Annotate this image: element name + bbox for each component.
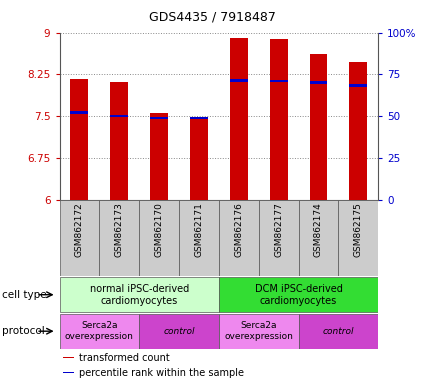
Bar (179, 200, 219, 276)
Bar (60, 277, 219, 312)
Bar (219, 200, 259, 276)
Text: GSM862177: GSM862177 (274, 202, 283, 257)
Bar (349, 84, 367, 87)
Bar (219, 277, 378, 312)
Bar (230, 79, 248, 82)
Text: GSM862170: GSM862170 (155, 202, 164, 257)
Bar (71, 111, 88, 114)
Bar (190, 117, 208, 119)
Bar (60, 200, 99, 276)
Text: GSM862172: GSM862172 (75, 202, 84, 257)
Bar (150, 117, 168, 119)
Bar (270, 80, 288, 82)
Bar (338, 200, 378, 276)
Bar (259, 200, 298, 276)
Text: control: control (163, 327, 195, 336)
Bar (298, 200, 338, 276)
Text: GDS4435 / 7918487: GDS4435 / 7918487 (149, 10, 276, 23)
Bar (298, 314, 378, 349)
Text: GSM862174: GSM862174 (314, 202, 323, 257)
Text: Serca2a
overexpression: Serca2a overexpression (224, 321, 293, 341)
Bar (110, 82, 128, 200)
Bar (110, 115, 128, 118)
Bar (190, 117, 208, 200)
Bar (270, 39, 288, 200)
Bar (139, 314, 219, 349)
Text: cell type: cell type (2, 290, 47, 300)
Text: DCM iPSC-derived
cardiomyocytes: DCM iPSC-derived cardiomyocytes (255, 284, 343, 306)
Bar (139, 200, 179, 276)
Bar (99, 200, 139, 276)
Bar (349, 61, 367, 200)
Text: protocol: protocol (2, 326, 45, 336)
Bar (60, 314, 139, 349)
Bar (219, 314, 298, 349)
Bar (230, 38, 248, 200)
Bar (309, 55, 327, 200)
Bar (63, 372, 74, 373)
Bar (71, 79, 88, 200)
Text: GSM862175: GSM862175 (354, 202, 363, 257)
Text: Serca2a
overexpression: Serca2a overexpression (65, 321, 134, 341)
Bar (309, 81, 327, 84)
Text: percentile rank within the sample: percentile rank within the sample (79, 367, 244, 378)
Text: transformed count: transformed count (79, 353, 170, 363)
Text: GSM862176: GSM862176 (234, 202, 243, 257)
Text: normal iPSC-derived
cardiomyocytes: normal iPSC-derived cardiomyocytes (90, 284, 189, 306)
Text: GSM862173: GSM862173 (115, 202, 124, 257)
Bar (150, 113, 168, 200)
Text: control: control (323, 327, 354, 336)
Text: GSM862171: GSM862171 (195, 202, 204, 257)
